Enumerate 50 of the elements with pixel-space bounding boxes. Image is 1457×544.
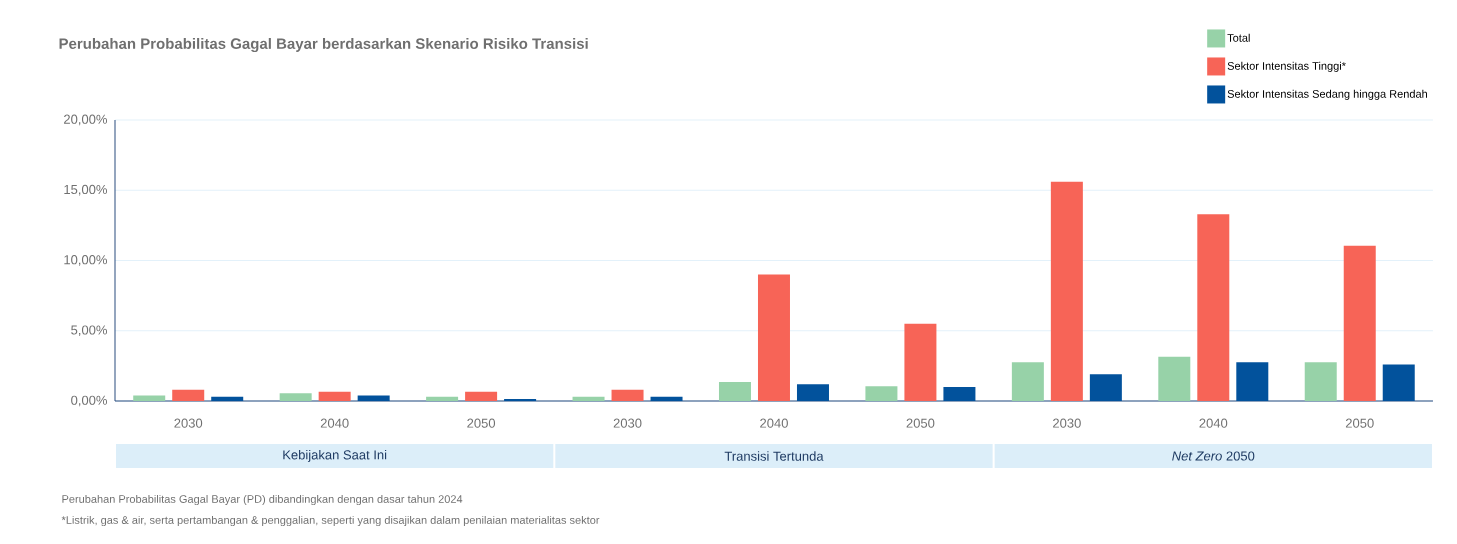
bar — [1343, 245, 1376, 401]
bar — [357, 395, 390, 401]
x-tick-label: 2040 — [1199, 418, 1228, 428]
bar — [943, 386, 976, 401]
bar — [465, 391, 498, 401]
bar — [279, 393, 312, 401]
y-tick-label: 5,00% — [71, 325, 108, 337]
bar — [1158, 356, 1191, 401]
text: Kebijakan Saat Ini — [283, 449, 387, 463]
bar — [650, 396, 683, 401]
y-tick-label: 15,00% — [64, 184, 108, 196]
chart-title: Perubahan Probabilitas Gagal Bayar berdasarkan Skenario Risiko Transisi — [59, 37, 588, 53]
x-tick-label: 2030 — [1053, 418, 1081, 428]
bar — [572, 396, 605, 401]
bar — [1011, 362, 1044, 401]
text: Perubahan Probabilitas Gagal Bayar (PD) dibandingkan dengan dasar tahun 2024 — [62, 494, 463, 506]
x-tick-label: 2050 — [467, 418, 496, 428]
bar — [1089, 374, 1122, 401]
bar — [1197, 214, 1230, 401]
y-tick-label: 20,00% — [64, 114, 108, 126]
bar — [211, 396, 244, 401]
legend-label: Sektor Intensitas Sedang hingga Rendah — [1227, 89, 1427, 100]
x-tick-label: 2040 — [760, 418, 788, 428]
bar — [796, 384, 829, 401]
x-tick-label: 2050 — [906, 418, 935, 428]
bar — [757, 274, 790, 401]
bar — [172, 389, 205, 401]
bar — [904, 323, 937, 401]
x-tick-label: 2030 — [613, 418, 642, 428]
bar — [718, 382, 751, 401]
legend-label: Sektor Intensitas Tinggi* — [1227, 61, 1346, 72]
bar — [865, 386, 898, 401]
bar — [426, 396, 459, 401]
bar — [1382, 364, 1415, 401]
bar — [504, 398, 537, 401]
bar — [1304, 362, 1337, 401]
bar — [318, 391, 351, 401]
x-tick-label: 2040 — [320, 418, 349, 428]
bar — [611, 389, 644, 401]
text: Transisi Tertunda — [724, 451, 824, 461]
legend-label: Total — [1227, 33, 1250, 42]
x-tick-label: 2030 — [174, 418, 203, 428]
bar — [1236, 362, 1269, 401]
text: *Listrik, gas & air, serta pertambangan & penggalian, seperti yang disajikan dalam penilaian materialitas sektor — [61, 515, 600, 527]
y-tick-label: 0,00% — [71, 395, 108, 407]
text: Net Zero 2050 — [1172, 451, 1255, 461]
bar — [133, 395, 166, 401]
x-tick-label: 2050 — [1345, 418, 1374, 428]
y-tick-label: 10,00% — [64, 255, 108, 266]
bar — [1050, 181, 1083, 401]
